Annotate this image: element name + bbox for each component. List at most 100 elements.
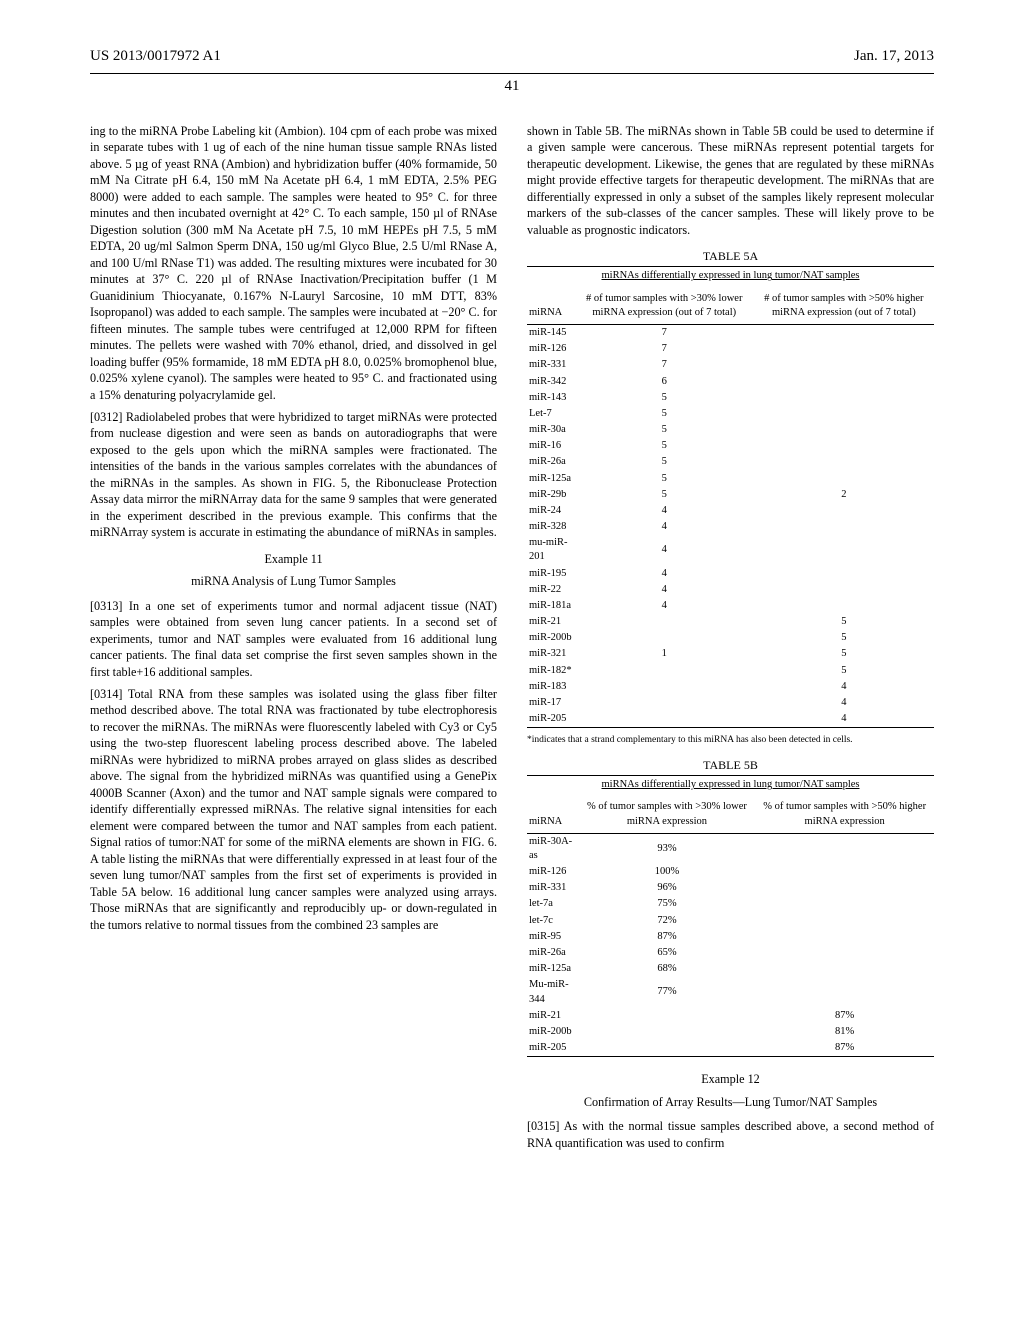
table-row: miR-3317 xyxy=(527,357,934,373)
table-cell: 7 xyxy=(575,341,754,357)
paragraph-number: [0313] xyxy=(90,599,123,613)
table-cell xyxy=(754,519,934,535)
table-row: miR-200b5 xyxy=(527,630,934,646)
table-cell xyxy=(754,374,934,390)
table-cell: miR-181a xyxy=(527,598,575,614)
table-cell: miR-205 xyxy=(527,711,575,728)
table-label: TABLE 5B xyxy=(527,757,934,773)
table-row: miR-26a5 xyxy=(527,454,934,470)
table-row: miR-1954 xyxy=(527,566,934,582)
paragraph-number: [0312] xyxy=(90,410,123,424)
table-5b: miRNAs differentially expressed in lung … xyxy=(527,775,934,1057)
table-header: miRNA xyxy=(527,288,575,325)
table-cell: 1 xyxy=(575,646,754,662)
body-paragraph: [0314] Total RNA from these samples was … xyxy=(90,686,497,933)
table-cell: miR-29b xyxy=(527,487,575,503)
table-cell: miR-125a xyxy=(527,471,575,487)
paragraph-text: As with the normal tissue samples descri… xyxy=(527,1119,934,1149)
table-row: miR-244 xyxy=(527,503,934,519)
table-row: miR-125a5 xyxy=(527,471,934,487)
table-cell: miR-195 xyxy=(527,566,575,582)
table-cell xyxy=(754,566,934,582)
table-cell: Let-7 xyxy=(527,406,575,422)
table-cell: miR-125a xyxy=(527,961,579,977)
table-cell: 5 xyxy=(575,438,754,454)
table-cell xyxy=(755,864,934,880)
table-footnote: *indicates that a strand complementary t… xyxy=(527,734,934,747)
table-cell xyxy=(754,471,934,487)
table-cell xyxy=(575,663,754,679)
table-cell: miR-331 xyxy=(527,880,579,896)
table-cell: miR-145 xyxy=(527,324,575,341)
table-cell: 96% xyxy=(579,880,756,896)
table-row: miR-30a5 xyxy=(527,422,934,438)
table-cell: let-7a xyxy=(527,896,579,912)
table-cell: 5 xyxy=(575,390,754,406)
table-cell xyxy=(754,406,934,422)
table-cell xyxy=(575,630,754,646)
table-cell xyxy=(754,598,934,614)
table-row: miR-215 xyxy=(527,614,934,630)
table-label: TABLE 5A xyxy=(527,248,934,264)
table-cell: mu-miR-201 xyxy=(527,535,575,565)
table-cell: miR-16 xyxy=(527,438,575,454)
table-header: # of tumor samples with >50% higher miRN… xyxy=(754,288,934,325)
table-cell: 5 xyxy=(754,630,934,646)
publication-number: US 2013/0017972 A1 xyxy=(90,48,221,65)
paragraph-number: [0314] xyxy=(90,687,123,701)
table-cell: 7 xyxy=(575,324,754,341)
table-cell xyxy=(754,535,934,565)
table-row: miR-1267 xyxy=(527,341,934,357)
table-cell xyxy=(755,929,934,945)
header-rule xyxy=(90,73,934,74)
table-cell: 75% xyxy=(579,896,756,912)
table-cell xyxy=(754,390,934,406)
page-number: 41 xyxy=(0,78,1024,95)
table-row: miR-174 xyxy=(527,695,934,711)
table-cell xyxy=(754,454,934,470)
table-cell: 4 xyxy=(575,535,754,565)
table-row: let-7a75% xyxy=(527,896,934,912)
table-row: miR-32115 xyxy=(527,646,934,662)
table-cell: 4 xyxy=(575,582,754,598)
table-cell: 65% xyxy=(579,945,756,961)
table-row: let-7c72% xyxy=(527,913,934,929)
table-row: miR-1457 xyxy=(527,324,934,341)
table-row: miR-181a4 xyxy=(527,598,934,614)
paragraph-text: In a one set of experiments tumor and no… xyxy=(90,599,497,679)
table-cell xyxy=(579,1040,756,1057)
left-column: ing to the miRNA Probe Labeling kit (Amb… xyxy=(90,123,497,1157)
table-row: miR-224 xyxy=(527,582,934,598)
table-cell: 68% xyxy=(579,961,756,977)
table-cell xyxy=(755,880,934,896)
table-cell: 87% xyxy=(579,929,756,945)
table-cell: miR-30A-as xyxy=(527,833,579,864)
table-cell xyxy=(755,833,934,864)
table-cell: 5 xyxy=(754,646,934,662)
table-row: Mu-miR-34477% xyxy=(527,977,934,1007)
table-row: miR-30A-as93% xyxy=(527,833,934,864)
table-cell: miR-331 xyxy=(527,357,575,373)
table-row: miR-2187% xyxy=(527,1008,934,1024)
table-cell: miR-143 xyxy=(527,390,575,406)
table-cell: miR-21 xyxy=(527,1008,579,1024)
table-row: miR-3284 xyxy=(527,519,934,535)
body-paragraph: ing to the miRNA Probe Labeling kit (Amb… xyxy=(90,123,497,403)
table-row: mu-miR-2014 xyxy=(527,535,934,565)
publication-date: Jan. 17, 2013 xyxy=(854,48,934,65)
right-column: shown in Table 5B. The miRNAs shown in T… xyxy=(527,123,934,1157)
table-header: % of tumor samples with >30% lower miRNA… xyxy=(579,796,756,833)
table-cell: 5 xyxy=(575,454,754,470)
table-cell: miR-126 xyxy=(527,864,579,880)
table-row: miR-125a68% xyxy=(527,961,934,977)
table-cell: 93% xyxy=(579,833,756,864)
table-row: Let-75 xyxy=(527,406,934,422)
table-cell: 4 xyxy=(575,503,754,519)
table-cell xyxy=(755,896,934,912)
table-cell xyxy=(755,945,934,961)
table-cell: 4 xyxy=(754,695,934,711)
table-cell: 87% xyxy=(755,1040,934,1057)
table-cell: miR-182* xyxy=(527,663,575,679)
example-title: Confirmation of Array Results—Lung Tumor… xyxy=(527,1094,934,1110)
table-caption: miRNAs differentially expressed in lung … xyxy=(527,775,934,796)
